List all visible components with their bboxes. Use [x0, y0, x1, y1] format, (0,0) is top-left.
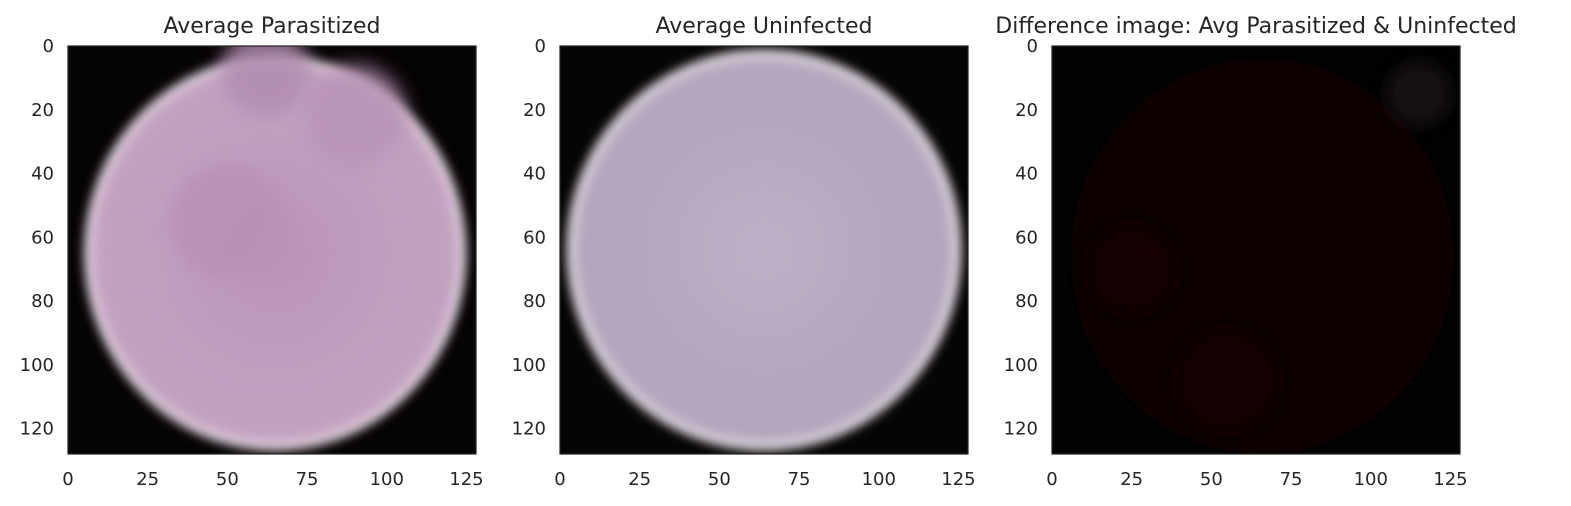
cell-body	[566, 49, 962, 451]
y-tick-label: 20	[31, 100, 54, 121]
x-tick-label: 100	[862, 469, 896, 490]
panel-3: Difference image: Avg Parasitized & Unin…	[995, 14, 1516, 490]
y-tick-label: 80	[1015, 291, 1038, 312]
image-texture-spot	[1176, 329, 1279, 432]
cell-body	[1071, 58, 1454, 454]
x-tick-label: 75	[1280, 469, 1303, 490]
x-tick-label: 25	[628, 469, 651, 490]
x-tick-label: 25	[136, 469, 159, 490]
y-tick-label: 40	[523, 164, 546, 185]
y-tick-label: 120	[1004, 419, 1038, 440]
y-tick-label: 120	[20, 419, 54, 440]
panel-2: Average Uninfected 0 25 50 75 100 125 0 20 40 60 80…	[512, 14, 976, 490]
panel-image	[68, 46, 476, 454]
x-tick-label: 125	[1433, 469, 1467, 490]
x-tick-label: 125	[449, 469, 483, 490]
y-tick-label: 40	[31, 164, 54, 185]
y-tick-label: 100	[20, 355, 54, 376]
y-tick-label: 60	[1015, 227, 1038, 248]
axes-frame	[67, 45, 477, 455]
y-tick-label: 80	[31, 291, 54, 312]
panel-image	[560, 46, 968, 454]
y-tick-label: 120	[512, 419, 546, 440]
x-tick-label: 100	[1354, 469, 1388, 490]
x-tick-label: 25	[1120, 469, 1143, 490]
x-tick-label: 50	[1200, 469, 1223, 490]
panel-title: Difference image: Avg Parasitized & Unin…	[995, 14, 1516, 39]
y-tick-label: 0	[43, 36, 54, 57]
image-texture-spot	[170, 163, 285, 279]
y-tick-label: 0	[535, 36, 546, 57]
image-texture-spot	[221, 46, 311, 117]
x-tick-label: 0	[1046, 469, 1057, 490]
panel-1: Average Parasitized 0 25 50 75 100 125 0 20 40 60 8…	[20, 14, 484, 490]
panel-title: Average Uninfected	[656, 14, 873, 39]
x-tick-label: 0	[62, 469, 73, 490]
image-texture-spot	[303, 65, 406, 168]
y-tick-label: 80	[523, 291, 546, 312]
x-tick-label: 100	[370, 469, 404, 490]
y-tick-label: 0	[1027, 36, 1038, 57]
image-texture-spot	[1087, 224, 1177, 314]
x-tick-label: 50	[216, 469, 239, 490]
panel-image	[1052, 46, 1460, 454]
x-tick-label: 125	[941, 469, 975, 490]
axes-frame	[559, 45, 969, 455]
y-tick-label: 100	[512, 355, 546, 376]
y-tick-label: 40	[1015, 164, 1038, 185]
x-tick-label: 0	[554, 469, 565, 490]
x-tick-label: 75	[788, 469, 811, 490]
image-texture-spot	[1386, 61, 1451, 126]
y-tick-label: 20	[1015, 100, 1038, 121]
y-tick-label: 100	[1004, 355, 1038, 376]
panel-title: Average Parasitized	[164, 14, 381, 39]
y-tick-label: 20	[523, 100, 546, 121]
y-tick-label: 60	[523, 227, 546, 248]
y-tick-label: 60	[31, 227, 54, 248]
axes-frame	[1051, 45, 1461, 455]
x-tick-label: 50	[708, 469, 731, 490]
x-tick-label: 75	[296, 469, 319, 490]
